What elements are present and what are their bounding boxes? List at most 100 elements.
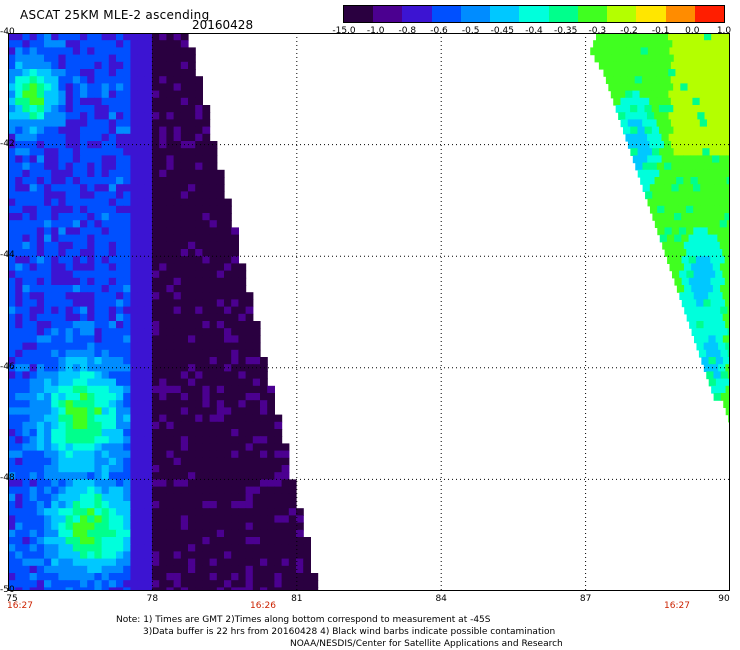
swath-cell — [123, 501, 131, 509]
swath-cell — [101, 256, 110, 264]
swath-cell — [627, 76, 636, 84]
swath-cell — [719, 47, 728, 56]
swath-cell — [137, 342, 146, 351]
swath-cell — [58, 457, 67, 466]
swath-cell — [123, 292, 131, 300]
swath-cell — [94, 357, 103, 365]
swath-cell — [29, 580, 38, 588]
swath-cell — [216, 450, 225, 459]
swath-cell — [65, 501, 74, 509]
colorbar-tick-label: -0.6 — [430, 26, 448, 36]
swath-cell — [65, 486, 74, 495]
swath-cell — [188, 551, 196, 560]
swath-cell — [116, 501, 124, 509]
swath-cell — [245, 385, 254, 394]
swath-cell — [22, 335, 31, 344]
swath-cell — [130, 342, 139, 351]
swath-cell — [87, 191, 95, 200]
swath-cell — [224, 580, 232, 588]
swath-cell — [123, 105, 131, 113]
swath-cell — [29, 565, 38, 574]
swath-cell — [144, 328, 153, 336]
swath-cell — [72, 429, 81, 437]
swath-cell — [116, 414, 124, 423]
swath-cell — [209, 313, 218, 322]
swath-cell — [116, 479, 124, 488]
swath-cell — [137, 400, 146, 408]
swath-cell — [65, 234, 74, 243]
swath-cell — [195, 227, 203, 236]
swath-cell — [245, 349, 254, 358]
swath-cell — [65, 249, 74, 257]
swath-cell — [617, 90, 626, 99]
swath-cell — [123, 141, 131, 149]
swath-cell — [676, 177, 684, 185]
swath-cell — [130, 493, 139, 502]
swath-cell — [238, 515, 247, 524]
swath-cell — [166, 177, 175, 185]
swath-cell — [144, 270, 153, 279]
swath-cell — [231, 450, 239, 459]
colorbar-tick-label: 1.0 — [716, 26, 732, 36]
swath-cell — [195, 544, 203, 552]
swath-cell — [51, 105, 59, 113]
swath-cell — [641, 76, 650, 84]
swath-cell — [144, 76, 153, 84]
note-line-3: NOAA/NESDIS/Center for Satellite Applica… — [290, 639, 563, 649]
swath-cell — [152, 551, 160, 560]
swath-cell — [137, 429, 146, 437]
swath-cell — [718, 90, 727, 99]
swath-cell — [80, 529, 88, 538]
swath-cell — [108, 378, 117, 387]
swath-cell — [108, 198, 117, 207]
swath-cell — [44, 148, 52, 156]
swath-cell — [166, 407, 175, 416]
swath-cell — [36, 450, 45, 459]
swath-cell — [65, 33, 74, 41]
swath-cell — [188, 69, 196, 77]
swath-cell — [224, 479, 232, 488]
swath-cell — [726, 112, 730, 120]
swath-cell — [22, 321, 31, 329]
swath-cell — [94, 76, 103, 84]
swath-cell — [108, 522, 117, 531]
swath-cell — [108, 493, 117, 502]
swath-cell — [29, 76, 38, 84]
swath-cell — [715, 378, 724, 387]
swath-cell — [159, 47, 167, 56]
swath-cell — [94, 414, 103, 423]
swath-cell — [159, 61, 167, 70]
swath-cell — [15, 76, 23, 84]
swath-cell — [80, 335, 88, 344]
swath-cell — [44, 112, 52, 120]
swath-cell — [702, 105, 710, 113]
swath-cell — [231, 313, 239, 322]
swath-cell — [166, 141, 175, 149]
swath-cell — [281, 493, 290, 502]
swath-cell — [166, 501, 175, 509]
swath-cell — [130, 313, 139, 322]
swath-cell — [80, 508, 88, 516]
swath-cell — [36, 580, 45, 588]
swath-cell — [159, 335, 167, 344]
swath-cell — [108, 551, 117, 560]
swath-cell — [123, 69, 131, 77]
swath-cell — [15, 573, 23, 581]
swath-cell — [152, 155, 160, 164]
swath-cell — [22, 76, 31, 84]
swath-cell — [159, 421, 167, 430]
swath-cell — [209, 227, 218, 236]
swath-cell — [80, 40, 88, 48]
swath-cell — [166, 76, 175, 84]
swath-cell — [116, 522, 124, 531]
swath-cell — [87, 565, 95, 574]
swath-cell — [166, 133, 175, 142]
swath-cell — [44, 328, 52, 336]
swath-cell — [80, 501, 88, 509]
swath-cell — [723, 126, 730, 135]
swath-cell — [173, 112, 182, 120]
swath-cell — [639, 112, 648, 120]
swath-cell — [166, 112, 175, 120]
swath-cell — [94, 234, 103, 243]
swath-cell — [689, 90, 698, 99]
